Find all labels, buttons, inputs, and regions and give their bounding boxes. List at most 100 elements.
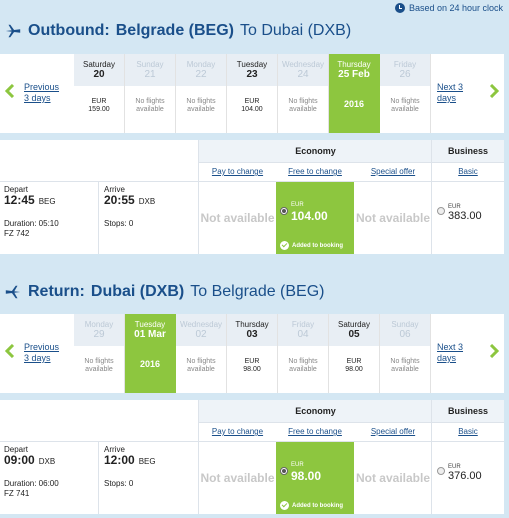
fare-type-basic[interactable]: Basic	[432, 162, 504, 180]
date-price-line: 98.00	[243, 366, 261, 373]
divider	[431, 400, 432, 514]
selected-fare-cell[interactable]: EUR 104.00 Added to booking	[276, 182, 354, 254]
outbound-prev-days-link[interactable]: Previous 3 days	[24, 82, 60, 103]
duration: Duration: 06:00	[4, 479, 59, 488]
date-header: Monday 22	[176, 54, 226, 86]
date-option-sel[interactable]: Tuesday 01 Mar 2016	[125, 314, 176, 393]
economy-header: Economy	[199, 140, 432, 162]
outbound-origin: Belgrade (BEG)	[115, 22, 234, 39]
return-prev-days-link[interactable]: Previous 3 days	[24, 342, 60, 363]
fare-radio[interactable]	[437, 467, 445, 475]
outbound-arrival: Arrive 20:55 DXB Stops: 0	[104, 185, 155, 229]
fare-type-basic[interactable]: Basic	[432, 422, 504, 440]
clock-icon	[394, 3, 405, 13]
date-header: Wednesday 02	[176, 314, 226, 346]
fare-amount: 376.00	[448, 470, 482, 482]
plane-icon	[5, 24, 21, 38]
date-price-line: EUR	[346, 358, 362, 365]
date-option-avail[interactable]: Saturday 20 EUR 159.00	[74, 54, 125, 133]
fare-amount: 98.00	[291, 469, 322, 483]
day-name: Thursday	[235, 320, 269, 329]
outbound-next-days-link[interactable]: Next 3 days	[437, 82, 464, 103]
date-price-line: available	[391, 106, 419, 113]
fare-amount: 383.00	[448, 210, 482, 222]
fare-currency: EUR	[291, 202, 304, 208]
date-option-avail[interactable]: Saturday 05 EUR 98.00	[329, 314, 380, 393]
next-arrow-icon[interactable]	[489, 344, 499, 358]
day-name: Tuesday	[134, 320, 166, 329]
date-option-na[interactable]: Friday 04 No flights available	[278, 314, 329, 393]
business-fare-cell[interactable]: EUR 376.00	[432, 442, 504, 514]
day-number: 26	[399, 69, 411, 80]
return-next-days-link[interactable]: Next 3 days	[437, 342, 464, 363]
date-option-na[interactable]: Friday 26 No flights available	[380, 54, 431, 133]
date-price-line: EUR	[91, 98, 107, 105]
day-number: 04	[297, 329, 309, 340]
date-option-avail[interactable]: Thursday 03 EUR 98.00	[227, 314, 278, 393]
prev-arrow-icon[interactable]	[5, 344, 15, 358]
date-header: Sunday 06	[380, 314, 430, 346]
fare-not-available: Not available	[200, 471, 275, 485]
fare-currency: EUR	[448, 464, 461, 470]
business-fare-cell[interactable]: EUR 383.00	[432, 182, 504, 254]
fare-radio[interactable]	[280, 467, 288, 475]
fare-type-special-offer[interactable]: Special offer	[354, 162, 432, 180]
depart-time: 12:45	[4, 193, 35, 207]
return-departure: Depart 09:00 DXB Duration: 06:00 FZ 741	[4, 445, 59, 499]
fare-currency: EUR	[448, 204, 461, 210]
fare-radio[interactable]	[280, 207, 288, 215]
date-option-avail[interactable]: Tuesday 23 EUR 104.00	[227, 54, 278, 133]
business-header: Business	[432, 400, 504, 422]
fare-type-free-to-change[interactable]: Free to change	[276, 162, 354, 180]
date-price-line: 159.00	[88, 106, 110, 113]
prev-arrow-icon[interactable]	[5, 84, 15, 98]
date-option-na[interactable]: Monday 22 No flights available	[176, 54, 227, 133]
return-date-bar: Previous 3 days Monday 29 No flights availa…	[0, 314, 504, 393]
date-price-line: available	[187, 106, 215, 113]
date-price-line: No flights	[135, 98, 165, 105]
fare-type-special-offer[interactable]: Special offer	[354, 422, 432, 440]
date-option-na[interactable]: Sunday 06 No flights available	[380, 314, 431, 393]
check-icon	[280, 241, 289, 250]
date-price-line: available	[187, 366, 215, 373]
next-arrow-icon[interactable]	[489, 84, 499, 98]
date-option-na[interactable]: Wednesday 24 No flights available	[278, 54, 329, 133]
date-option-na[interactable]: Sunday 21 No flights available	[125, 54, 176, 133]
day-name: Saturday	[337, 320, 371, 329]
fare-type-pay-to-change[interactable]: Pay to change	[199, 422, 276, 440]
divider	[0, 441, 504, 442]
business-header: Business	[432, 140, 504, 162]
date-price-line: 104.00	[241, 106, 263, 113]
date-price-line: No flights	[288, 358, 318, 365]
fare-radio[interactable]	[437, 207, 445, 215]
date-price-line: 2016	[343, 99, 365, 109]
return-direction: Return:	[28, 283, 85, 300]
date-option-sel[interactable]: Thursday 25 Feb 2016	[329, 54, 380, 133]
day-number: 21	[144, 69, 156, 80]
date-price-line: available	[289, 106, 317, 113]
depart-label: Depart	[4, 445, 29, 454]
date-header: Tuesday 01 Mar	[125, 314, 175, 346]
date-header: Friday 26	[380, 54, 430, 86]
outbound-direction: Outbound:	[28, 22, 110, 39]
date-price: EUR 98.00	[329, 346, 379, 374]
fare-not-available: Not available	[355, 471, 431, 485]
fare-not-available: Not available	[355, 211, 431, 225]
return-heading: Return: Dubai (DXB) To Belgrade (BEG)	[4, 283, 325, 301]
arrive-time: 12:00	[104, 453, 135, 467]
fare-type-free-to-change[interactable]: Free to change	[276, 422, 354, 440]
date-option-na[interactable]: Monday 29 No flights available	[74, 314, 125, 393]
date-price: No flights available	[380, 86, 430, 114]
day-name: Tuesday	[236, 60, 268, 69]
selected-fare-cell[interactable]: EUR 98.00 Added to booking	[276, 442, 354, 514]
duration: Duration: 05:10	[4, 219, 59, 228]
date-header: Friday 04	[278, 314, 328, 346]
date-price: No flights available	[176, 346, 226, 374]
date-price-line: available	[289, 366, 317, 373]
fare-not-available: Not available	[200, 211, 275, 225]
date-price: 2016	[329, 86, 379, 109]
date-price: No flights available	[74, 346, 124, 374]
depart-time: 09:00	[4, 453, 35, 467]
fare-type-pay-to-change[interactable]: Pay to change	[199, 162, 276, 180]
date-option-na[interactable]: Wednesday 02 No flights available	[176, 314, 227, 393]
